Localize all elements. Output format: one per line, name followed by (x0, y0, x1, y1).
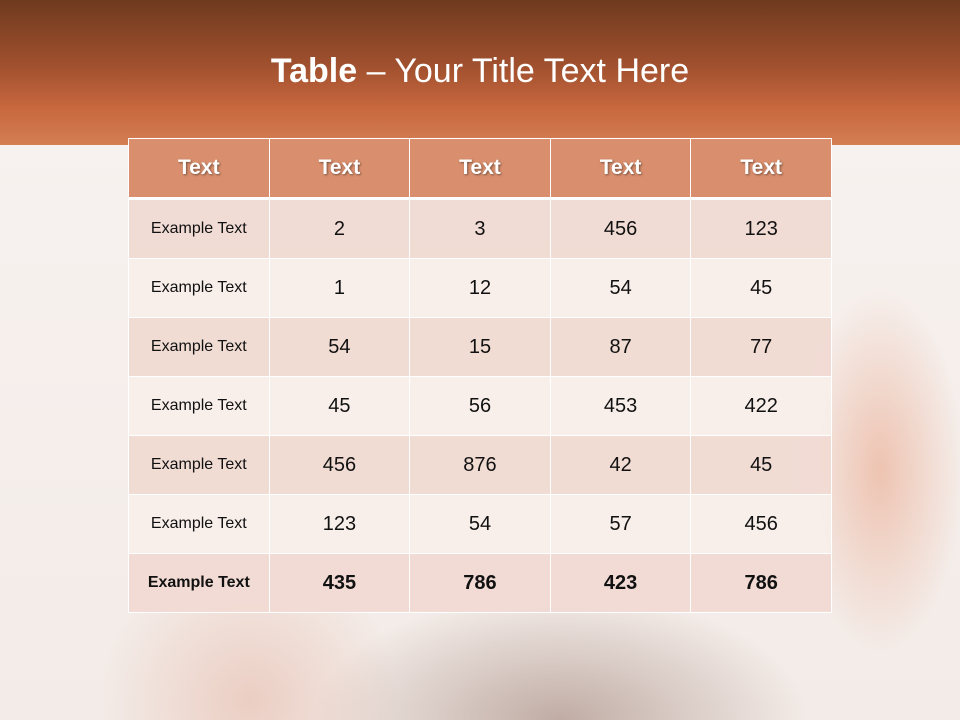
table-cell: 54 (409, 494, 551, 554)
table-cell: 423 (549, 553, 692, 613)
column-header: Text (409, 138, 551, 200)
title-banner (0, 0, 960, 145)
table-cell: 57 (549, 494, 692, 554)
table-cell: 12 (409, 258, 551, 318)
table-cell: 54 (268, 317, 411, 377)
table-cell: 456 (549, 198, 692, 259)
table-cell: 2 (268, 198, 411, 259)
table-cell: 422 (690, 376, 832, 436)
table-row: Example Text 123 54 57 456 (128, 494, 832, 554)
table-cell: 87 (549, 317, 692, 377)
table-cell: 56 (409, 376, 551, 436)
title-rest: – Your Title Text Here (357, 52, 690, 90)
table-cell: 45 (690, 258, 832, 318)
table-cell: 54 (549, 258, 692, 318)
row-label: Example Text (128, 553, 270, 613)
row-label: Example Text (128, 317, 270, 377)
table-row: Example Text 2 3 456 123 (128, 198, 832, 259)
table-row: Example Text 456 876 42 45 (128, 435, 832, 495)
row-label: Example Text (128, 435, 270, 495)
table-cell: 786 (409, 553, 551, 613)
column-header: Text (128, 138, 270, 200)
table-cell: 456 (690, 494, 832, 554)
table-cell: 435 (268, 553, 411, 613)
table-row: Example Text 45 56 453 422 (128, 376, 832, 436)
table-cell: 3 (409, 198, 551, 259)
column-header: Text (690, 138, 832, 200)
table-cell: 15 (409, 317, 551, 377)
data-table: Text Text Text Text Text Example Text 2 3 456 12… (128, 138, 832, 613)
row-label: Example Text (128, 494, 270, 554)
table-cell: 123 (268, 494, 411, 554)
table-row: Example Text 1 12 54 45 (128, 258, 832, 318)
table-cell: 45 (268, 376, 411, 436)
title-bold: Table (270, 52, 358, 90)
slide-title: Table – Your Title Text Here (0, 52, 960, 91)
table-cell: 453 (549, 376, 692, 436)
row-label: Example Text (128, 376, 270, 436)
row-label: Example Text (128, 258, 270, 318)
table-cell: 786 (690, 553, 832, 613)
table-row: Example Text 54 15 87 77 (128, 317, 832, 377)
table-cell: 77 (690, 317, 832, 377)
row-label: Example Text (128, 198, 270, 259)
table-cell: 45 (690, 435, 832, 495)
table-cell: 123 (690, 198, 832, 259)
total-row: Example Text 435 786 423 786 (128, 553, 832, 613)
table-cell: 456 (268, 435, 411, 495)
header-row: Text Text Text Text Text (128, 138, 832, 200)
table-cell: 876 (409, 435, 551, 495)
column-header: Text (268, 138, 411, 200)
table-cell: 42 (549, 435, 692, 495)
table-cell: 1 (268, 258, 411, 318)
column-header: Text (549, 138, 692, 200)
